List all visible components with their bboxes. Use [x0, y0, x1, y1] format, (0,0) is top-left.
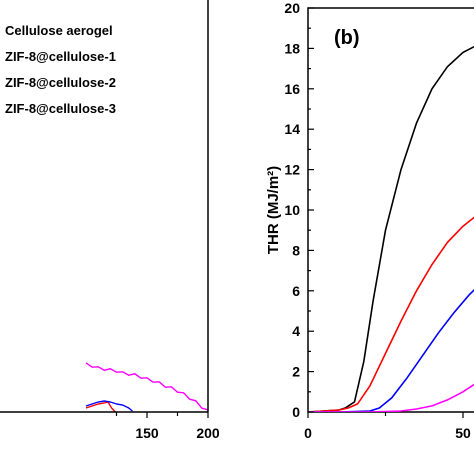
x-tick-label: 150 — [135, 425, 159, 441]
y-tick-label: 6 — [292, 283, 300, 299]
y-tick-label: 20 — [284, 0, 300, 16]
panel-b-y-tick-labels: 0 2 4 6 8 10 12 14 16 18 20 — [284, 0, 300, 420]
panel-a: 150 200 Cellulose aerogel ZIF-8@cellulos… — [0, 0, 220, 441]
panel-label: (b) — [334, 27, 360, 49]
y-tick-label: 8 — [292, 242, 300, 258]
y-tick-label: 2 — [292, 364, 300, 380]
panel-a-series-lines — [85, 362, 209, 413]
series-line — [85, 362, 209, 411]
y-tick-label: 12 — [284, 162, 300, 178]
y-axis-label: THR (MJ/m²) — [265, 166, 282, 254]
y-tick-label: 0 — [292, 404, 300, 420]
y-tick-label: 4 — [292, 323, 300, 339]
series-line — [85, 400, 133, 412]
series-line — [308, 216, 474, 412]
legend-entry: ZIF-8@cellulose-2 — [5, 75, 116, 90]
series-line — [308, 45, 474, 412]
panel-b: (b) THR (MJ/m²) 0 50 0 2 4 6 8 10 12 14 16 18 20 — [265, 0, 474, 441]
x-tick-label: 0 — [304, 425, 312, 441]
y-tick-label: 14 — [284, 121, 300, 137]
series-line — [308, 288, 474, 412]
legend: Cellulose aerogel ZIF-8@cellulose-1 ZIF-… — [5, 23, 116, 116]
x-tick-label: 50 — [455, 425, 471, 441]
panel-a-x-ticks — [115, 412, 209, 418]
series-line — [85, 401, 116, 413]
x-tick-label: 200 — [196, 425, 220, 441]
y-tick-label: 18 — [284, 40, 300, 56]
panel-b-ticks — [307, 7, 464, 418]
legend-entry: ZIF-8@cellulose-3 — [5, 101, 116, 116]
legend-entry: ZIF-8@cellulose-1 — [5, 49, 116, 64]
legend-entry: Cellulose aerogel — [5, 23, 113, 38]
panel-b-series-lines — [308, 45, 474, 412]
y-tick-label: 16 — [284, 81, 300, 97]
y-tick-label: 10 — [284, 202, 300, 218]
series-line — [308, 383, 474, 412]
